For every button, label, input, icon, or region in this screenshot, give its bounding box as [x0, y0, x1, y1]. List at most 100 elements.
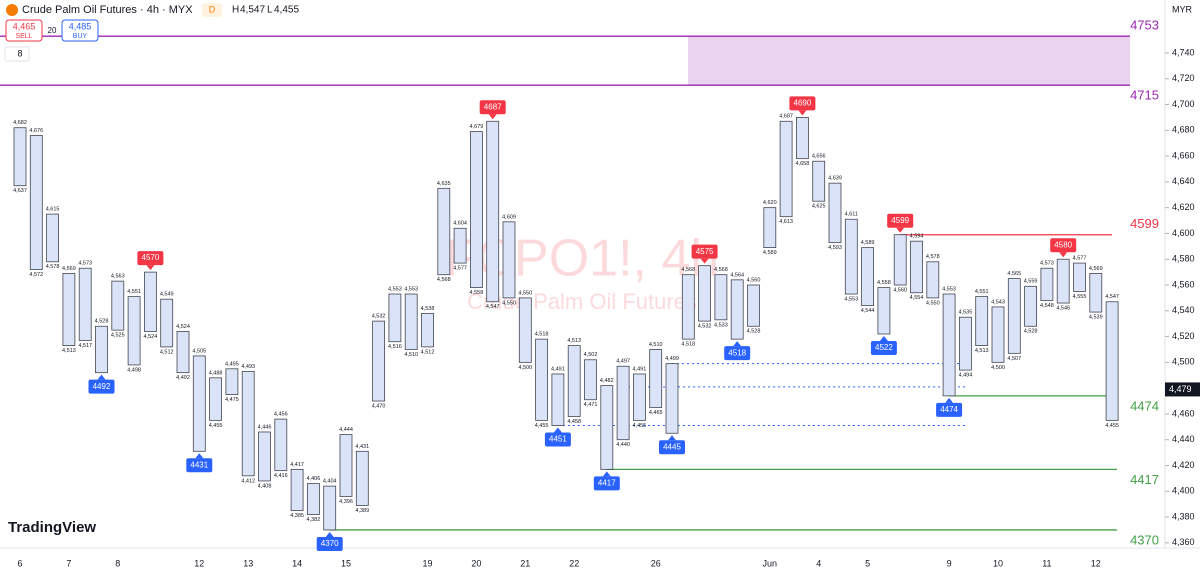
- bottom-label: 4,554: [910, 295, 924, 301]
- low-label: 4451: [549, 435, 567, 444]
- bottom-label: 4,568: [437, 277, 451, 283]
- low-label: 4370: [321, 539, 339, 548]
- bottom-label: 4,546: [1056, 306, 1070, 312]
- level-label: 4417: [1130, 472, 1159, 487]
- bar: [893, 234, 907, 286]
- bar: [844, 218, 858, 295]
- low-pointer: [97, 374, 106, 380]
- top-label: 4,518: [535, 332, 549, 338]
- zone: [688, 36, 1130, 86]
- low-pointer: [325, 531, 334, 537]
- y-tick-label: 4,420: [1172, 460, 1195, 470]
- top-label: 4,535: [959, 310, 973, 316]
- top-label: 4,543: [991, 299, 1005, 305]
- top-label: 4,594: [910, 234, 924, 240]
- bar: [633, 373, 646, 421]
- bottom-label: 4,544: [861, 308, 875, 314]
- bottom-label: 4,528: [747, 329, 761, 335]
- indicators-count[interactable]: 8: [17, 48, 22, 58]
- bar: [910, 240, 923, 294]
- x-tick-label: 11: [1042, 558, 1051, 568]
- low-label: 4417: [598, 478, 616, 487]
- bar: [730, 279, 744, 340]
- top-label: 4,559: [1024, 279, 1038, 285]
- indicators-toggle[interactable]: [4, 46, 30, 62]
- bar: [991, 306, 1005, 363]
- price-tag: [1165, 382, 1200, 397]
- bar: [535, 338, 548, 421]
- high-label: 4690: [794, 99, 812, 108]
- symbol[interactable]: Crude Palm Oil Futures · 4h · MYX: [22, 4, 193, 16]
- top-label: 4,577: [1073, 256, 1087, 262]
- bottom-label: 4,408: [258, 483, 272, 489]
- currency[interactable]: MYR: [1172, 4, 1193, 14]
- x-tick-label: 14: [292, 558, 302, 568]
- high: 4,547: [240, 5, 265, 16]
- buy-button[interactable]: [61, 19, 99, 42]
- low-label: 4431: [190, 460, 208, 469]
- y-tick-label: 4,560: [1172, 279, 1195, 289]
- low-label: 4445: [663, 442, 681, 451]
- bar: [551, 373, 565, 426]
- bottom-label: 4,396: [339, 499, 353, 505]
- top-label: 4,611: [845, 212, 858, 218]
- top-label: 4,528: [95, 319, 109, 325]
- top-label: 4,532: [372, 314, 386, 320]
- low-label: 4474: [940, 405, 958, 414]
- bar: [486, 120, 500, 303]
- top-label: 4,499: [665, 356, 679, 362]
- bottom-label: 4,455: [209, 423, 223, 429]
- bottom-label: 4,492: [176, 375, 190, 381]
- y-tick-label: 4,500: [1172, 357, 1195, 367]
- symbol-icon: [6, 4, 18, 16]
- bar: [502, 221, 516, 299]
- x-tick-label: 7: [66, 558, 71, 568]
- low-pointer: [945, 397, 954, 403]
- bar: [62, 272, 76, 346]
- top-label: 4,656: [812, 154, 826, 160]
- watermark: FCPO1!, 4h Crude Palm Oil Futures: [445, 230, 720, 314]
- sell-label[interactable]: SELL: [15, 33, 32, 40]
- x-tick-label: 12: [194, 558, 204, 568]
- sell-price[interactable]: 4,465: [13, 21, 36, 31]
- y-tick-label: 4,700: [1172, 99, 1195, 109]
- sell-button[interactable]: [5, 19, 43, 42]
- bottom-label: 4,382: [307, 517, 321, 523]
- top-label: 4,553: [388, 286, 402, 292]
- y-tick-label: 4,460: [1172, 408, 1195, 418]
- y-tick-label: 4,540: [1172, 305, 1195, 315]
- bar: [421, 312, 434, 348]
- low-marker: [316, 536, 343, 551]
- bar: [942, 293, 956, 397]
- low-label: 4492: [93, 382, 111, 391]
- bottom-label: 4,550: [502, 300, 516, 306]
- low-label: 4522: [875, 343, 893, 352]
- top-label: 4,513: [567, 338, 581, 344]
- x-tick-label: 26: [651, 558, 661, 568]
- level-label: 4474: [1130, 398, 1159, 413]
- top-label: 4,502: [584, 352, 598, 358]
- top-label: 4,456: [274, 412, 288, 418]
- x-tick-label: 13: [243, 558, 253, 568]
- buy-label[interactable]: BUY: [73, 33, 88, 40]
- bar: [143, 271, 157, 332]
- x-tick-label: 15: [341, 558, 351, 568]
- low-pointer: [602, 471, 611, 477]
- bar: [258, 431, 271, 482]
- bar: [681, 274, 695, 340]
- high-label: 4580: [1054, 240, 1072, 249]
- bottom-label: 4,589: [763, 250, 777, 256]
- top-label: 4,604: [453, 221, 467, 227]
- buy-price[interactable]: 4,485: [69, 21, 92, 31]
- high-marker: [479, 100, 506, 115]
- y-tick-label: 4,360: [1172, 537, 1195, 547]
- bar: [567, 345, 581, 417]
- bar: [828, 182, 842, 243]
- bar: [13, 127, 27, 187]
- bottom-label: 4,389: [355, 508, 369, 514]
- top-label: 4,553: [404, 286, 418, 292]
- watermark-ticker: FCPO1!, 4h: [445, 230, 720, 288]
- low-marker: [724, 346, 751, 361]
- bar: [95, 325, 108, 374]
